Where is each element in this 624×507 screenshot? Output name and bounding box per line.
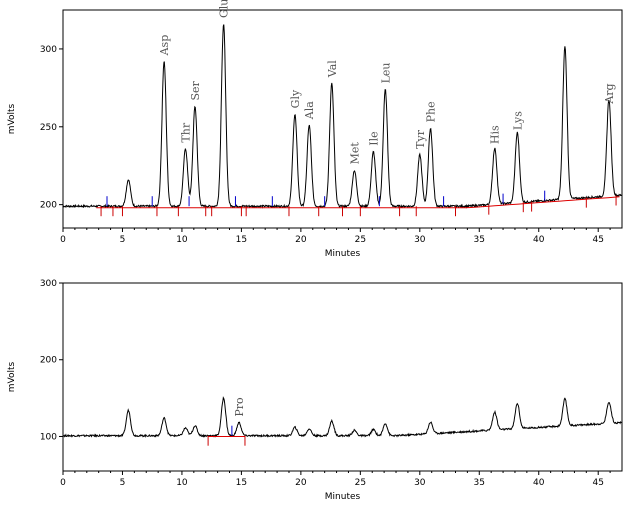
x-tick-label: 25: [355, 235, 366, 245]
peak-label: Thr: [180, 122, 193, 142]
peak-label: Ser: [189, 80, 202, 100]
y-tick-label: 100: [40, 432, 57, 442]
x-tick-label: 35: [474, 235, 485, 245]
x-tick-label: 5: [120, 478, 126, 488]
y-tick-label: 300: [40, 45, 57, 55]
x-tick-label: 10: [176, 478, 188, 488]
peak-label: Phe: [425, 101, 438, 122]
x-tick-label: 30: [414, 478, 426, 488]
x-tick-label: 20: [295, 235, 307, 245]
integration-baseline: [96, 196, 620, 209]
x-tick-label: 45: [592, 235, 603, 245]
peak-label: Lys: [511, 111, 524, 130]
peak-label: Asp: [158, 35, 171, 57]
chart-panel-1: 0 5 10 15 20 25 30 35 40 45 200 250 300 Minutes mVolts…: [7, 0, 623, 259]
peak-label: Tyr: [414, 129, 427, 149]
x-tick-label: 40: [533, 478, 545, 488]
y-tick-label: 200: [40, 356, 57, 366]
x-tick-label: 25: [355, 478, 366, 488]
y-tick-label: 250: [40, 123, 57, 133]
chart-panel-2: 0 5 10 15 20 25 30 35 40 45 100 200 300 Minutes mVolts…: [7, 279, 623, 502]
x-tick-label: 10: [176, 235, 188, 245]
peak-label: Pro: [233, 397, 246, 417]
peak-label: Gly: [289, 89, 302, 108]
y-tick-label: 200: [40, 201, 57, 211]
x-tick-label: 30: [414, 235, 426, 245]
x-tick-label: 0: [60, 478, 66, 488]
x-tick-label: 5: [120, 235, 126, 245]
signal-trace: [62, 396, 623, 438]
y-tick-label: 300: [40, 279, 57, 289]
peak-label: His: [489, 125, 502, 144]
x-tick-label: 0: [60, 235, 66, 245]
peak-label: Leu: [379, 63, 392, 84]
plot-frame: [62, 9, 623, 229]
plot-frame: [62, 282, 623, 472]
x-tick-label: 45: [592, 478, 603, 488]
x-tick-label: 15: [236, 235, 247, 245]
x-axis-title: Minutes: [325, 492, 361, 502]
x-tick-label: 35: [474, 478, 485, 488]
x-tick-label: 20: [295, 478, 307, 488]
signal-trace: [62, 24, 622, 209]
peak-label: Arg: [603, 83, 616, 104]
y-axis-title: mVolts: [7, 103, 17, 134]
peak-label: Ala: [303, 101, 316, 120]
x-tick-label: 15: [236, 478, 247, 488]
peak-label: Met: [348, 142, 361, 165]
peak-label: Glu: [218, 0, 231, 18]
peak-label: Ile: [367, 131, 380, 145]
peak-label: Val: [326, 60, 339, 78]
x-axis-title: Minutes: [325, 249, 361, 259]
x-tick-label: 40: [533, 235, 545, 245]
y-axis-title: mVolts: [7, 361, 17, 392]
